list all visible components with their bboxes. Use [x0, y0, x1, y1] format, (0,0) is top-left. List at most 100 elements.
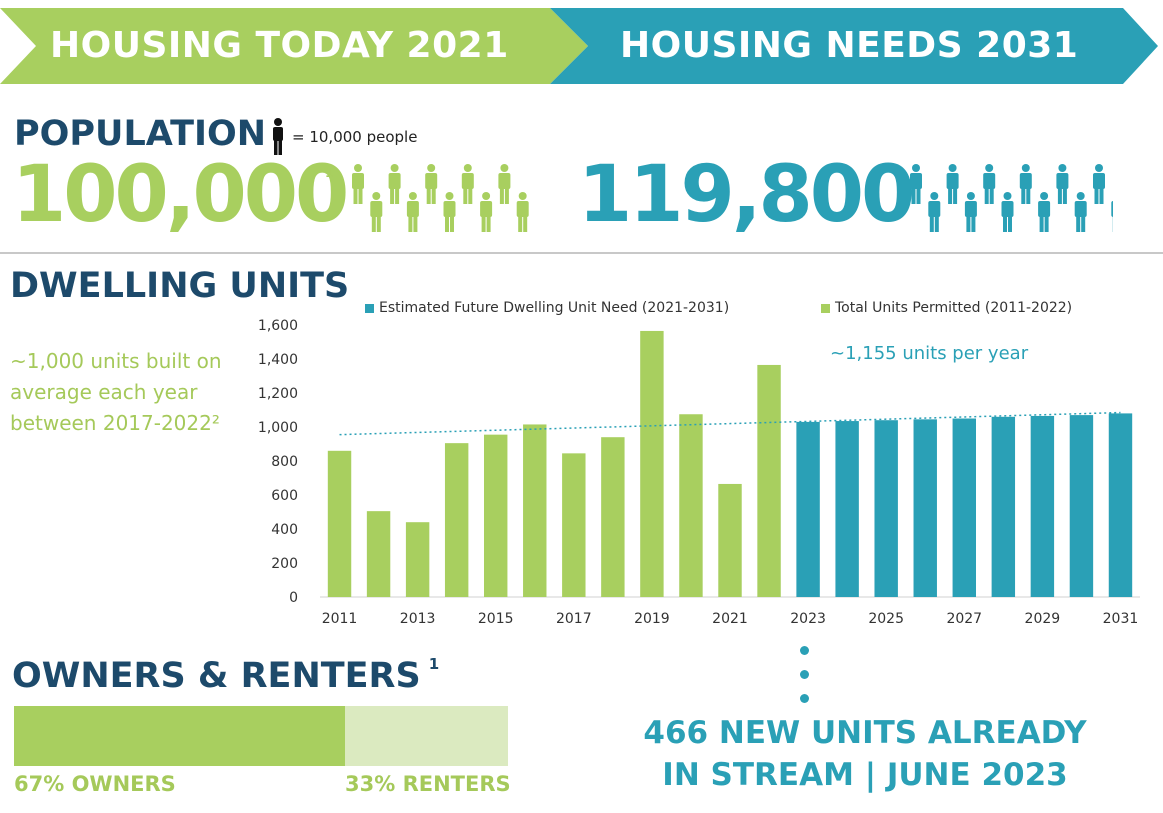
- person-icon: [1056, 164, 1069, 204]
- person-icon: [388, 164, 401, 204]
- person-icon: [1074, 192, 1087, 232]
- population-heading: POPULATION: [14, 114, 267, 154]
- person-icon: [352, 164, 364, 204]
- person-icon: [983, 164, 996, 204]
- chart-bar: [913, 419, 937, 597]
- chart-bar: [327, 450, 352, 597]
- x-tick-label: 2019: [634, 611, 670, 627]
- connector-dot: [800, 694, 809, 703]
- chart-bar: [718, 483, 742, 597]
- x-tick-label: 2023: [790, 611, 826, 627]
- connector-dot: [800, 646, 809, 655]
- y-tick-label: 800: [271, 454, 298, 470]
- person-icon: [516, 192, 529, 232]
- units-in-stream-line2: IN STREAM | JUNE 2023: [662, 757, 1068, 793]
- tenure-bar: [14, 706, 508, 766]
- person-icon: [1093, 164, 1105, 204]
- chart-bar: [640, 330, 664, 597]
- x-tick-label: 2011: [322, 611, 358, 627]
- person-icon: [1019, 164, 1032, 204]
- chart-bar: [562, 453, 586, 597]
- person-icon: [1038, 192, 1051, 232]
- average-built-note: ~1,000 units built on average each year …: [10, 349, 222, 435]
- x-tick-label: 2013: [400, 611, 436, 627]
- person-icon: [480, 192, 493, 232]
- legend-label: Total Units Permitted (2011-2022): [835, 300, 1073, 316]
- owners-renters-heading-text: OWNERS & RENTERS: [12, 656, 421, 696]
- chart-bar: [679, 414, 703, 597]
- x-tick-label: 2029: [1025, 611, 1061, 627]
- units-in-stream-callout: 466 NEW UNITS ALREADY IN STREAM | JUNE 2…: [590, 712, 1140, 796]
- population-today-value: 100,000: [12, 150, 349, 240]
- x-tick-label: 2015: [478, 611, 514, 627]
- banner-arrow-shape: [550, 8, 1158, 84]
- person-icon: [928, 192, 941, 232]
- y-tick-label: 1,600: [258, 318, 298, 334]
- person-icon: [370, 192, 383, 232]
- y-tick-label: 1,200: [258, 386, 298, 402]
- dwelling-units-chart: 0 200 400 600 800 1,000 1,200 1,400 1,600 2011 201…: [258, 318, 1140, 627]
- chart-bar: [874, 420, 898, 597]
- legend-label: Estimated Future Dwelling Unit Need (202…: [379, 300, 730, 316]
- y-tick-label: 1,000: [258, 420, 298, 436]
- y-tick-label: 400: [271, 522, 298, 538]
- person-icon: [498, 164, 511, 204]
- owners-renters-footnote: 1: [428, 655, 440, 673]
- person-icon: [461, 164, 474, 204]
- y-tick-label: 600: [271, 488, 298, 504]
- housing-needs-banner: HOUSING NEEDS 2031: [540, 8, 1163, 84]
- x-tick-label: 2027: [946, 611, 982, 627]
- chart-bar: [484, 434, 508, 597]
- housing-today-banner: HOUSING TODAY 2021: [0, 8, 600, 84]
- population-scale-legend: = 10,000 people: [270, 117, 417, 157]
- person-icon: [406, 192, 419, 232]
- rate-per-year-note: ~1,155 units per year: [830, 343, 1029, 364]
- chart-bar: [444, 443, 469, 597]
- chart-bar: [601, 437, 625, 597]
- person-icon: [946, 164, 959, 204]
- housing-today-title: HOUSING TODAY 2021: [50, 25, 509, 66]
- legend-swatch: [365, 303, 374, 313]
- trendline: [339, 411, 1121, 436]
- legend-swatch: [821, 303, 830, 313]
- housing-needs-title: HOUSING NEEDS 2031: [620, 25, 1079, 66]
- y-tick-label: 200: [271, 556, 298, 572]
- owners-renters-heading: OWNERS & RENTERS 1: [12, 655, 439, 696]
- units-in-stream-line1: 466 NEW UNITS ALREADY: [643, 715, 1087, 751]
- section-divider: [0, 252, 1163, 254]
- person-icon: [910, 164, 922, 204]
- chart-bar: [405, 522, 430, 597]
- person-icon: [273, 118, 283, 155]
- renter-share-bar: [344, 706, 508, 766]
- chart-bar: [523, 424, 547, 597]
- population-footnote: 1: [325, 166, 334, 180]
- legend-item-permitted: Total Units Permitted (2011-2022): [821, 298, 1072, 318]
- person-icon: [1111, 201, 1113, 232]
- owner-share-label: 67% OWNERS: [14, 772, 176, 796]
- person-icon: [425, 164, 438, 204]
- person-icon: [964, 192, 977, 232]
- x-tick-label: 2031: [1103, 611, 1139, 627]
- dwelling-units-heading: DWELLING UNITS: [10, 266, 350, 306]
- banner-arrow-shape: [0, 8, 588, 84]
- legend-item-future-need: Estimated Future Dwelling Unit Need (202…: [365, 298, 729, 318]
- chart-bar: [1030, 415, 1055, 597]
- chart-bar: [952, 418, 976, 597]
- chart-bar: [366, 511, 391, 597]
- population-today-pictogram: [352, 164, 529, 232]
- scale-label: = 10,000 people: [292, 128, 418, 146]
- connector-dots: [800, 646, 809, 718]
- population-future-value: 119,800: [578, 150, 915, 240]
- x-tick-label: 2017: [556, 611, 592, 627]
- owner-share-bar: [14, 706, 345, 766]
- y-tick-label: 0: [289, 590, 298, 606]
- population-future-pictogram: [910, 164, 1113, 232]
- renter-share-label: 33% RENTERS: [345, 772, 511, 796]
- chart-bar: [796, 421, 820, 597]
- chart-bar: [757, 364, 781, 597]
- x-tick-label: 2021: [712, 611, 748, 627]
- chart-bar: [1069, 415, 1094, 597]
- chart-bar: [991, 416, 1016, 597]
- person-icon: [1001, 192, 1014, 232]
- chart-bar: [1108, 413, 1133, 597]
